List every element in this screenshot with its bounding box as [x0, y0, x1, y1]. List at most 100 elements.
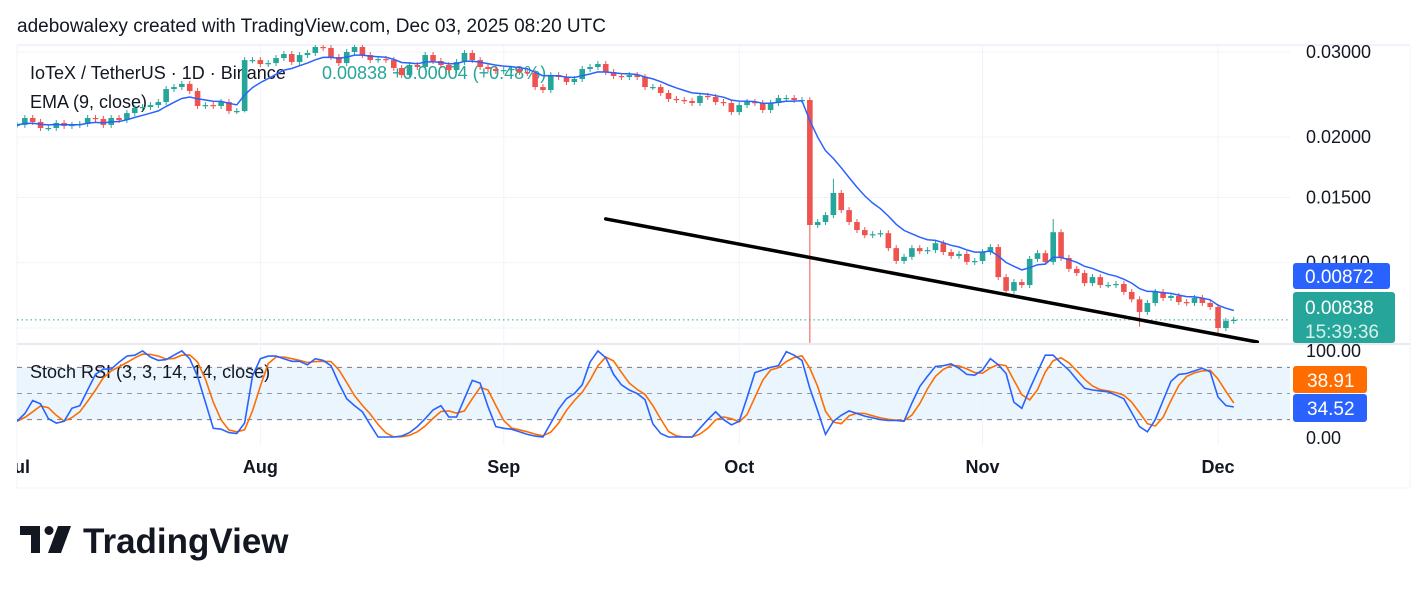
- time-tick-label: Jul: [4, 457, 30, 477]
- candle-body: [869, 234, 876, 236]
- candle-body: [37, 121, 44, 129]
- candle-body: [885, 233, 892, 249]
- candle-body: [1215, 306, 1221, 328]
- candle: [202, 102, 209, 109]
- tradingview-logo-text: TradingView: [83, 522, 289, 561]
- candles: [17, 45, 1237, 343]
- candle-body: [1058, 232, 1064, 258]
- candle: [893, 245, 899, 264]
- candle: [1215, 303, 1221, 334]
- candle: [1026, 255, 1033, 289]
- candle: [956, 250, 962, 259]
- candle-body: [807, 100, 813, 226]
- candle-body: [956, 253, 962, 256]
- candle: [500, 67, 507, 75]
- candle-body: [1019, 282, 1025, 286]
- candle-body: [563, 77, 570, 82]
- price-tick-label: 0.02000: [1306, 127, 1371, 147]
- candle-body: [367, 55, 374, 61]
- candle-body: [1105, 285, 1111, 287]
- candle-body: [814, 222, 821, 226]
- candle: [218, 99, 224, 109]
- candle-body: [759, 103, 766, 111]
- candle-body: [838, 192, 845, 211]
- candle: [53, 119, 60, 132]
- candle: [775, 94, 782, 107]
- candle-body: [477, 60, 483, 68]
- candle-body: [351, 47, 358, 52]
- candle-body: [1144, 302, 1151, 312]
- stoch-k-line: [17, 349, 1234, 438]
- candle: [147, 102, 154, 110]
- stoch-k-value: 34.52: [1307, 399, 1355, 420]
- candle-body: [595, 64, 601, 68]
- candle-body: [1121, 283, 1127, 292]
- candle-body: [783, 97, 790, 100]
- candle: [304, 49, 311, 59]
- candle: [241, 57, 248, 113]
- candle-body: [312, 47, 319, 53]
- candle: [226, 99, 232, 115]
- candle: [163, 86, 169, 106]
- candle-body: [516, 68, 523, 73]
- candle: [1136, 296, 1143, 327]
- candle: [1003, 274, 1009, 294]
- candle: [1113, 280, 1119, 289]
- candle: [1105, 282, 1111, 289]
- candle: [971, 257, 978, 265]
- candle-body: [296, 55, 303, 63]
- candle-body: [862, 230, 868, 236]
- candle: [587, 64, 593, 72]
- candle: [532, 70, 538, 91]
- candle: [1034, 250, 1041, 262]
- stoch-tick-label: 0.00: [1306, 428, 1341, 448]
- candle: [767, 100, 774, 114]
- candle-body: [493, 68, 499, 72]
- stoch-d-value: 38.91: [1307, 371, 1355, 392]
- candle-body: [1223, 320, 1229, 328]
- candle: [1160, 288, 1166, 301]
- candle: [186, 80, 193, 94]
- candle: [869, 231, 876, 239]
- symbol-title[interactable]: IoTeX / TetherUS · 1D · Binance: [30, 63, 286, 83]
- candle-body: [657, 87, 664, 93]
- trendline[interactable]: [604, 217, 1260, 343]
- candle-body: [139, 106, 146, 109]
- candle-body: [995, 247, 1002, 278]
- time-tick-label: Nov: [966, 457, 1000, 477]
- candle: [909, 245, 915, 260]
- ema-line: [17, 54, 1235, 312]
- candle-body: [948, 252, 954, 256]
- candle: [744, 99, 750, 109]
- tradingview-logo[interactable]: TradingView: [20, 522, 289, 561]
- candle: [1019, 279, 1025, 289]
- candle: [610, 69, 617, 80]
- stoch-legend[interactable]: Stoch RSI (3, 3, 14, 14, close): [30, 362, 270, 382]
- candle: [916, 245, 923, 255]
- candle: [1042, 250, 1049, 265]
- candle: [885, 230, 892, 252]
- candle: [1230, 316, 1237, 324]
- ema-legend[interactable]: EMA (9, close): [30, 92, 147, 112]
- candle-body: [767, 103, 774, 111]
- candle-body: [1207, 302, 1213, 307]
- candle-body: [100, 118, 107, 125]
- candle-body: [634, 75, 640, 78]
- candle-body: [116, 117, 122, 121]
- candle-body: [791, 97, 797, 101]
- candle: [1144, 299, 1151, 315]
- candle: [822, 212, 829, 226]
- candle-body: [877, 233, 884, 235]
- candle: [312, 45, 319, 56]
- candle: [1073, 265, 1080, 277]
- time-axis[interactable]: Jul Aug Sep Oct Nov Dec: [4, 457, 1235, 477]
- candle-body: [92, 117, 99, 120]
- candle: [45, 125, 52, 132]
- candle: [453, 59, 460, 74]
- candle-body: [1073, 268, 1080, 274]
- candle-body: [45, 128, 52, 130]
- stoch-k-label: 34.52: [1293, 394, 1367, 422]
- candle: [634, 72, 640, 81]
